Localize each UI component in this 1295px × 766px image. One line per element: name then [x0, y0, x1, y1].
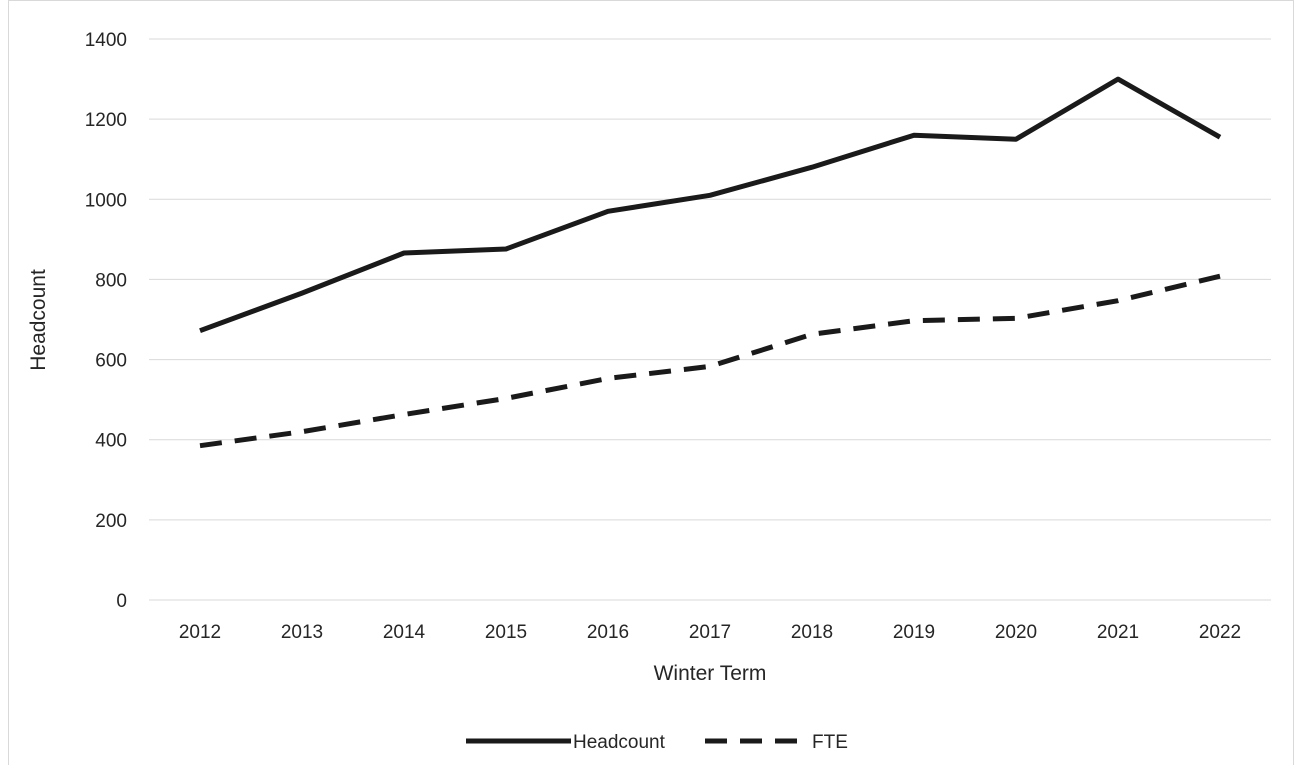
x-tick-label: 2016 [587, 622, 629, 643]
legend-label-headcount: Headcount [573, 732, 666, 753]
x-tick-label: 2021 [1097, 622, 1139, 643]
gridlines [149, 38, 1271, 601]
x-tick-label: 2014 [383, 622, 426, 643]
y-tick-label: 600 [95, 351, 127, 372]
x-tick-label: 2013 [281, 622, 323, 643]
y-tick-label: 0 [116, 591, 127, 612]
series-lines [199, 76, 1222, 449]
x-tick-label: 2020 [995, 622, 1037, 643]
y-tick-label: 1400 [85, 30, 127, 51]
series-line-headcount [199, 76, 1222, 334]
x-tick-label: 2019 [893, 622, 935, 643]
y-tick-label: 200 [95, 511, 127, 532]
y-tick-label: 400 [95, 431, 127, 452]
y-tick-label: 1000 [85, 190, 127, 211]
x-tick-label: 2012 [179, 622, 221, 643]
y-tick-label: 800 [95, 270, 127, 291]
legend-label-fte: FTE [812, 732, 848, 753]
series-line-fte [199, 273, 1221, 449]
y-axis-title: Headcount [27, 269, 50, 371]
x-tick-label: 2022 [1199, 622, 1241, 643]
legend: Headcount FTE [466, 732, 848, 753]
x-axis-title: Winter Term [654, 662, 767, 685]
chart-frame [8, 0, 1294, 765]
y-tick-label: 1200 [85, 110, 127, 131]
x-axis-ticks: 2012 2013 2014 2015 2016 2017 2018 2019 2020 2021… [179, 622, 1241, 643]
x-tick-label: 2017 [689, 622, 731, 643]
x-tick-label: 2015 [485, 622, 527, 643]
y-axis-ticks: 0 200 400 600 800 1000 1200 1400 [85, 30, 127, 612]
x-tick-label: 2018 [791, 622, 833, 643]
